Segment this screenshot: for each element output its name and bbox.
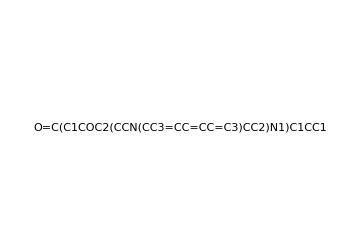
- Text: O=C(C1COC2(CCN(CC3=CC=CC=C3)CC2)N1)C1CC1: O=C(C1COC2(CCN(CC3=CC=CC=C3)CC2)N1)C1CC1: [33, 122, 327, 132]
